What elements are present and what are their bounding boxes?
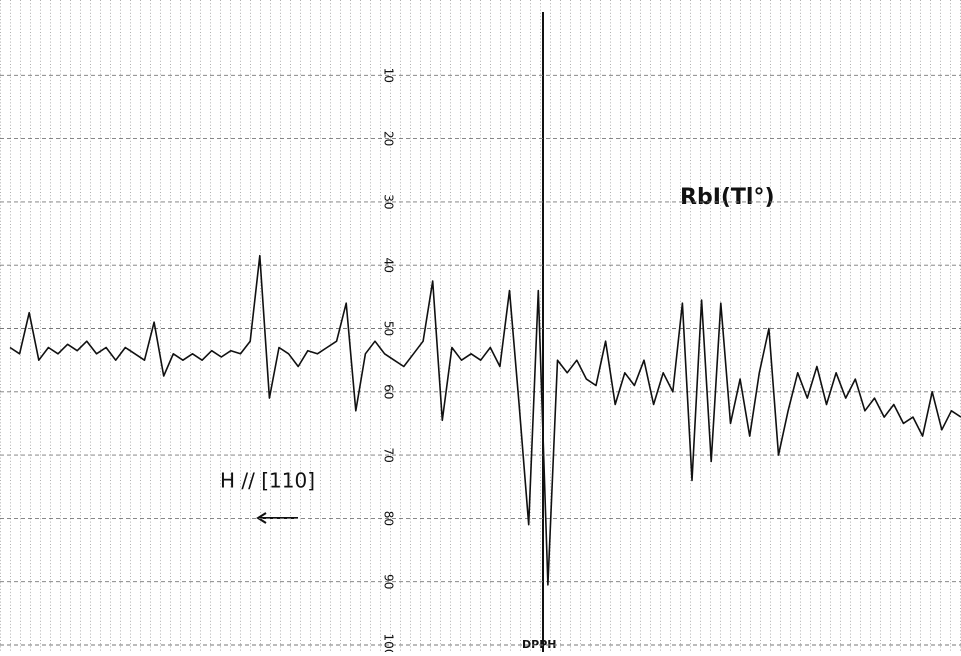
y-tick-label: 60 <box>382 384 396 399</box>
y-tick-label: 50 <box>382 321 396 336</box>
y-tick-label: 100 <box>382 634 396 652</box>
signal-trace <box>9 254 961 586</box>
y-tick-label: 70 <box>382 447 396 462</box>
y-tick-label: 90 <box>382 574 396 589</box>
dpph-label: DPPH <box>522 638 556 651</box>
y-tick-label: 10 <box>382 68 396 83</box>
y-tick-label: 20 <box>382 131 396 146</box>
y-tick-label: 40 <box>382 258 396 273</box>
chart-title: RbI(Tl°) <box>680 185 775 210</box>
y-tick-label: 30 <box>382 194 396 209</box>
y-tick-label: 80 <box>382 511 396 526</box>
arrow-head <box>256 512 267 524</box>
field-annotation: H // [110] <box>220 469 315 493</box>
